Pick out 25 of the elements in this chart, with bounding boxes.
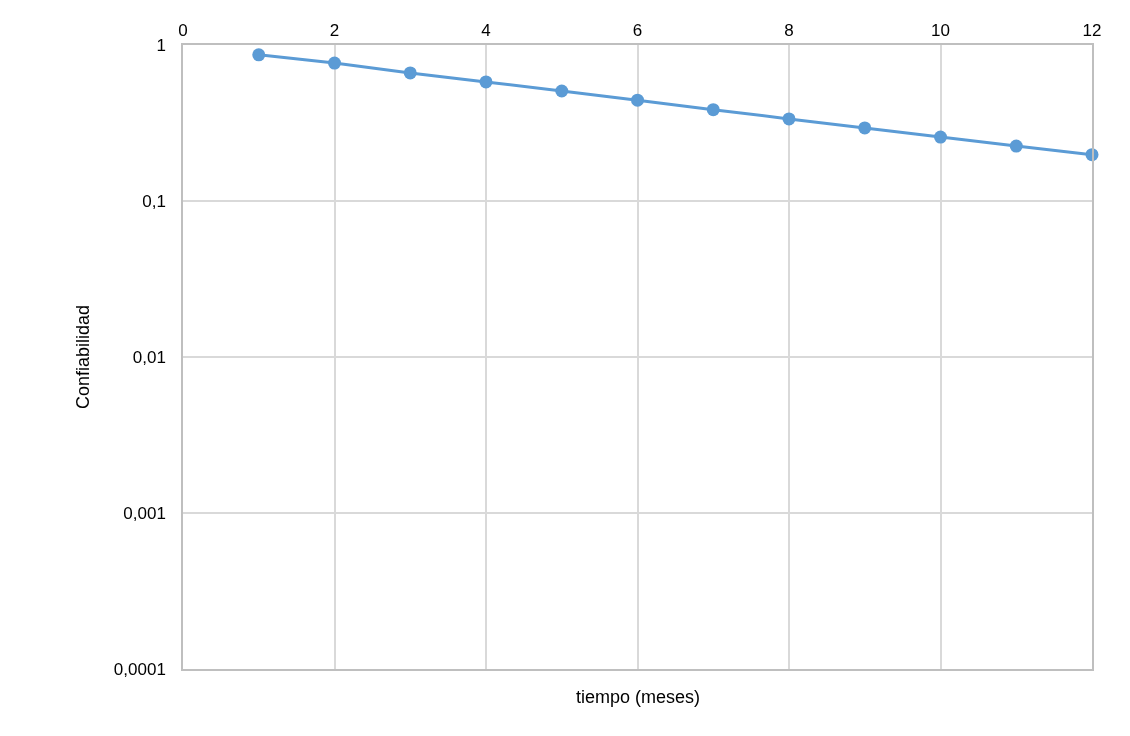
point — [706, 103, 720, 117]
point — [403, 66, 417, 80]
x-tick-label: 0 — [178, 21, 188, 41]
y-tick-label: 0,0001 — [113, 659, 166, 679]
x-tick-label: 2 — [329, 21, 340, 41]
point — [782, 112, 796, 126]
x-tick-label: 10 — [931, 21, 950, 41]
point — [631, 93, 644, 107]
y-tick-label: 0,01 — [132, 347, 166, 367]
y-tick-label: 0,1 — [142, 191, 166, 211]
point — [555, 84, 569, 98]
x-tick-label: 6 — [632, 21, 643, 41]
x-tick-label: 12 — [1082, 21, 1102, 41]
point — [934, 130, 947, 144]
x-axis-title: tiempo (meses) — [576, 687, 701, 707]
point — [479, 75, 493, 89]
x-tick-label: 4 — [481, 21, 491, 41]
point — [1009, 139, 1023, 153]
point — [252, 48, 266, 62]
x-tick-label: 8 — [784, 21, 794, 41]
y-axis-title: Confiabilidad — [72, 304, 93, 410]
point — [328, 56, 341, 70]
y-tick-label: 1 — [156, 35, 166, 55]
y-tick-label: 0,001 — [123, 503, 166, 523]
point — [858, 121, 872, 135]
